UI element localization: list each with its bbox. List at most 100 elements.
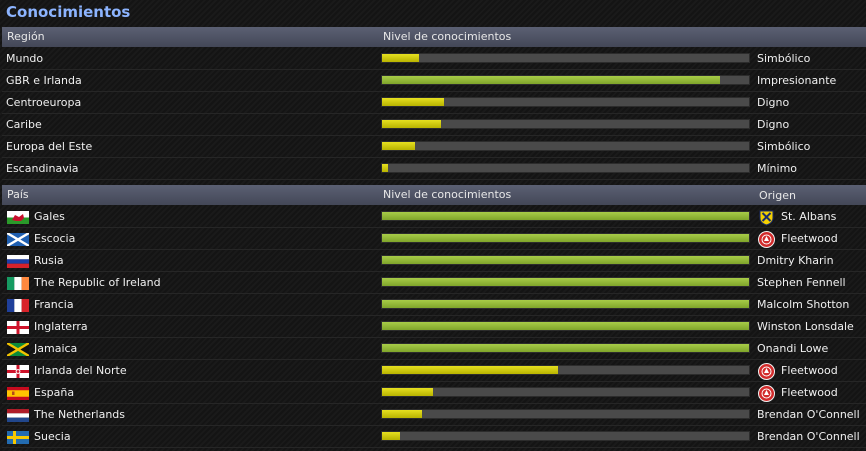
region-name[interactable]: Centroeuropa: [6, 96, 82, 109]
knowledge-level-fill: [382, 120, 441, 128]
jamaica-flag-icon: [7, 343, 29, 356]
region-row-centroeuropa[interactable]: Centroeuropa Digno: [2, 92, 866, 114]
country-row-suecia[interactable]: Suecia Brendan O'Connell: [2, 426, 866, 448]
sweden-flag-icon: [7, 431, 29, 444]
knowledge-level-bar: [381, 75, 750, 85]
fleetwood-crest-icon: [758, 363, 775, 380]
knowledge-level-fill: [382, 366, 559, 374]
country-row-the-republic-of-ireland[interactable]: The Republic of Ireland Stephen Fennell: [2, 272, 866, 294]
knowledge-level-bar: [381, 365, 750, 375]
knowledge-level-bar: [381, 321, 750, 331]
france-flag-icon: [7, 299, 29, 312]
origin-link[interactable]: Malcolm Shotton: [757, 298, 850, 311]
country-row-escocia[interactable]: Escocia Fleetwood: [2, 228, 866, 250]
knowledge-level-bar: [381, 233, 750, 243]
origin-link[interactable]: Dmitry Kharin: [757, 254, 834, 267]
knowledge-level-bar: [381, 163, 750, 173]
knowledge-level-fill: [382, 410, 423, 418]
country-name[interactable]: Francia: [34, 298, 74, 311]
knowledge-level-label: Simbólico: [757, 52, 811, 65]
country-name[interactable]: Rusia: [34, 254, 64, 267]
origin-link[interactable]: Stephen Fennell: [757, 276, 846, 289]
knowledge-level-fill: [382, 278, 749, 286]
st-albans-crest-icon: [758, 209, 775, 226]
country-column-header[interactable]: País: [7, 188, 29, 201]
origin-link[interactable]: Fleetwood: [781, 364, 838, 377]
knowledge-level-bar: [381, 141, 750, 151]
knowledge-level-label: Impresionante: [757, 74, 837, 87]
panel-title: Conocimientos: [6, 3, 131, 21]
country-name[interactable]: España: [34, 386, 75, 399]
region-name[interactable]: Caribe: [6, 118, 42, 131]
northern-ireland-flag-icon: [7, 365, 29, 378]
country-name[interactable]: Gales: [34, 210, 65, 223]
knowledge-level-label: Digno: [757, 118, 790, 131]
knowledge-level-bar: [381, 119, 750, 129]
fleetwood-crest-icon: [758, 231, 775, 248]
knowledge-level-bar: [381, 211, 750, 221]
russia-flag-icon: [7, 255, 29, 268]
knowledge-level-bar: [381, 255, 750, 265]
country-level-column-header[interactable]: Nivel de conocimientos: [383, 188, 512, 201]
region-row-gbr-e-irlanda[interactable]: GBR e Irlanda Impresionante: [2, 70, 866, 92]
knowledge-level-label: Mínimo: [757, 162, 798, 175]
region-row-escandinavia[interactable]: Escandinavia Mínimo: [2, 158, 866, 180]
country-row-espana[interactable]: España Fleetwood: [2, 382, 866, 404]
origin-link[interactable]: Brendan O'Connell: [757, 408, 860, 421]
knowledge-level-bar: [381, 431, 750, 441]
country-row-rusia[interactable]: Rusia Dmitry Kharin: [2, 250, 866, 272]
region-level-column-header[interactable]: Nivel de conocimientos: [383, 30, 512, 43]
origin-link[interactable]: Onandi Lowe: [757, 342, 829, 355]
region-row-europa-del-este[interactable]: Europa del Este Simbólico: [2, 136, 866, 158]
region-row-mundo[interactable]: Mundo Simbólico: [2, 48, 866, 70]
country-name[interactable]: Inglaterra: [34, 320, 88, 333]
country-name[interactable]: The Netherlands: [34, 408, 126, 421]
knowledge-level-fill: [382, 212, 749, 220]
region-column-header[interactable]: Región: [7, 30, 45, 43]
knowledge-level-bar: [381, 299, 750, 309]
knowledge-level-fill: [382, 142, 416, 150]
region-name[interactable]: Mundo: [6, 52, 44, 65]
country-name[interactable]: The Republic of Ireland: [34, 276, 161, 289]
country-row-francia[interactable]: Francia Malcolm Shotton: [2, 294, 866, 316]
origin-link[interactable]: Fleetwood: [781, 386, 838, 399]
wales-flag-icon: [7, 211, 29, 224]
origin-link[interactable]: Brendan O'Connell: [757, 430, 860, 443]
knowledge-level-bar: [381, 387, 750, 397]
knowledge-level-bar: [381, 53, 750, 63]
country-name[interactable]: Irlanda del Norte: [34, 364, 127, 377]
knowledge-level-fill: [382, 164, 388, 172]
country-name[interactable]: Suecia: [34, 430, 71, 443]
country-name[interactable]: Escocia: [34, 232, 76, 245]
origin-link[interactable]: Fleetwood: [781, 232, 838, 245]
netherlands-flag-icon: [7, 409, 29, 422]
country-name[interactable]: Jamaica: [34, 342, 78, 355]
knowledge-level-fill: [382, 300, 749, 308]
origin-link[interactable]: Winston Lonsdale: [757, 320, 854, 333]
spain-flag-icon: [7, 387, 29, 400]
knowledge-level-bar: [381, 97, 750, 107]
knowledge-level-fill: [382, 54, 419, 62]
region-name[interactable]: Escandinavia: [6, 162, 79, 175]
knowledge-level-label: Digno: [757, 96, 790, 109]
country-row-gales[interactable]: Gales St. Albans: [2, 206, 866, 228]
country-row-irlanda-del-norte[interactable]: Irlanda del Norte Fleetwood: [2, 360, 866, 382]
knowledge-level-label: Simbólico: [757, 140, 811, 153]
country-row-inglaterra[interactable]: Inglaterra Winston Lonsdale: [2, 316, 866, 338]
knowledge-level-fill: [382, 234, 749, 242]
country-row-the-netherlands[interactable]: The Netherlands Brendan O'Connell: [2, 404, 866, 426]
origin-column-header[interactable]: Origen: [759, 189, 796, 202]
knowledge-level-fill: [382, 322, 749, 330]
knowledge-level-fill: [382, 76, 720, 84]
fleetwood-crest-icon: [758, 385, 775, 402]
country-table-header: País Nivel de conocimientos Origen: [2, 185, 866, 205]
region-table-header: Región Nivel de conocimientos: [2, 27, 866, 47]
region-row-caribe[interactable]: Caribe Digno: [2, 114, 866, 136]
knowledge-level-bar: [381, 409, 750, 419]
region-name[interactable]: Europa del Este: [6, 140, 93, 153]
origin-link[interactable]: St. Albans: [781, 210, 837, 223]
knowledge-level-fill: [382, 98, 445, 106]
country-row-jamaica[interactable]: Jamaica Onandi Lowe: [2, 338, 866, 360]
region-name[interactable]: GBR e Irlanda: [6, 74, 82, 87]
knowledge-level-fill: [382, 432, 401, 440]
